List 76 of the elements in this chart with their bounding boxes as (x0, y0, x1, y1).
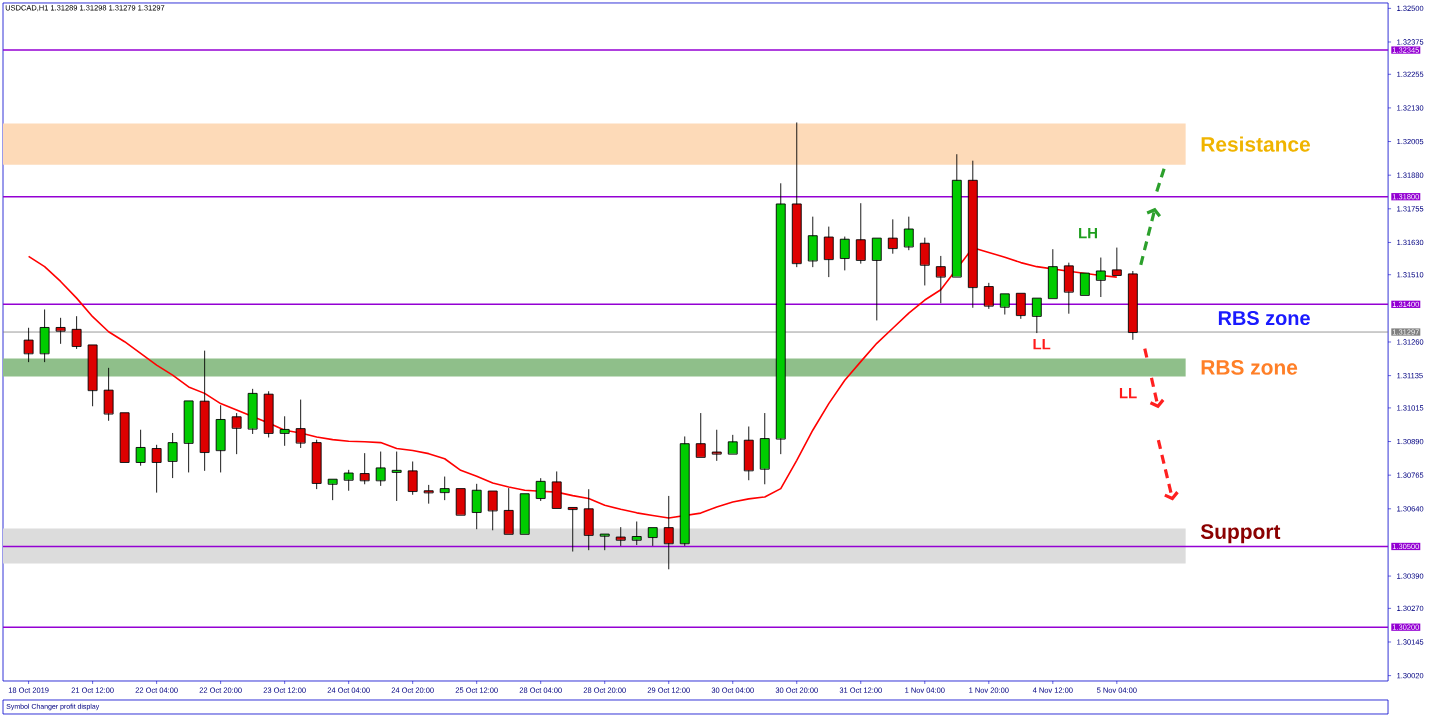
candlestick (343, 469, 354, 491)
candlestick (295, 399, 306, 448)
candlestick (471, 483, 482, 530)
candlestick (823, 226, 834, 278)
candlestick (327, 478, 338, 501)
candlestick (71, 316, 82, 349)
candlestick (279, 416, 290, 446)
candlestick (103, 367, 114, 421)
candlestick (1079, 272, 1090, 296)
candlestick (1015, 292, 1026, 319)
candlestick (999, 293, 1010, 315)
annotation: LL (1119, 387, 1137, 399)
candlestick (119, 412, 130, 463)
candlestick (167, 433, 178, 479)
candlestick (215, 405, 226, 473)
candlestick (1095, 257, 1106, 297)
candlestick (679, 436, 690, 546)
candlestick (887, 219, 898, 254)
candlestick (39, 309, 50, 363)
candlestick (919, 237, 930, 286)
candlestick (951, 154, 962, 278)
candlestick (135, 429, 146, 466)
candlestick (311, 439, 322, 490)
candlestick (455, 488, 466, 516)
candlestick (487, 490, 498, 531)
band-label: RBS zone (1201, 360, 1298, 375)
annotation: LL (1033, 339, 1051, 350)
candlestick (23, 327, 34, 363)
candlestick (519, 493, 530, 535)
candlestick (247, 388, 258, 434)
candlestick (967, 160, 978, 308)
candlestick (807, 216, 818, 268)
candlestick (1047, 249, 1058, 299)
candlestick (151, 444, 162, 493)
candlestick (1127, 271, 1138, 340)
candlestick (903, 216, 914, 251)
candlestick (711, 429, 722, 461)
candlestick (727, 434, 738, 455)
candlestick (1111, 247, 1122, 276)
candlestick (599, 533, 610, 551)
candlestick (263, 391, 274, 438)
candlestick (551, 471, 562, 509)
candlestick (359, 453, 370, 485)
candlestick (855, 203, 866, 264)
candlestick (55, 317, 66, 344)
candlestick (871, 237, 882, 321)
candlestick (407, 461, 418, 495)
annotation: LH (1079, 227, 1097, 239)
band-label: Support (1200, 524, 1281, 544)
candlestick (183, 400, 194, 473)
candlestick (583, 489, 594, 551)
candlestick (839, 236, 850, 271)
candlestick (567, 507, 578, 552)
candlestick (1031, 297, 1042, 334)
candlestick (199, 350, 210, 471)
candlestick (423, 484, 434, 504)
candlestick (615, 527, 626, 546)
candlestick (663, 495, 674, 570)
band-label: Resistance (1201, 136, 1311, 152)
candlestick (775, 183, 786, 455)
candlestick (87, 344, 98, 407)
candlestick (1063, 262, 1074, 314)
candlestick (375, 451, 386, 486)
candlestick (535, 478, 546, 501)
text: RBS zone (1218, 311, 1310, 326)
candlestick (695, 413, 706, 458)
candlestick (759, 413, 770, 485)
candlestick (631, 521, 642, 546)
candlestick (439, 476, 450, 501)
candlestick (231, 413, 242, 455)
candlestick (935, 255, 946, 304)
candlestick (503, 488, 514, 535)
candlestick (983, 282, 994, 309)
candlestick (743, 426, 754, 481)
candlestick (391, 451, 402, 501)
candlestick (791, 122, 802, 268)
